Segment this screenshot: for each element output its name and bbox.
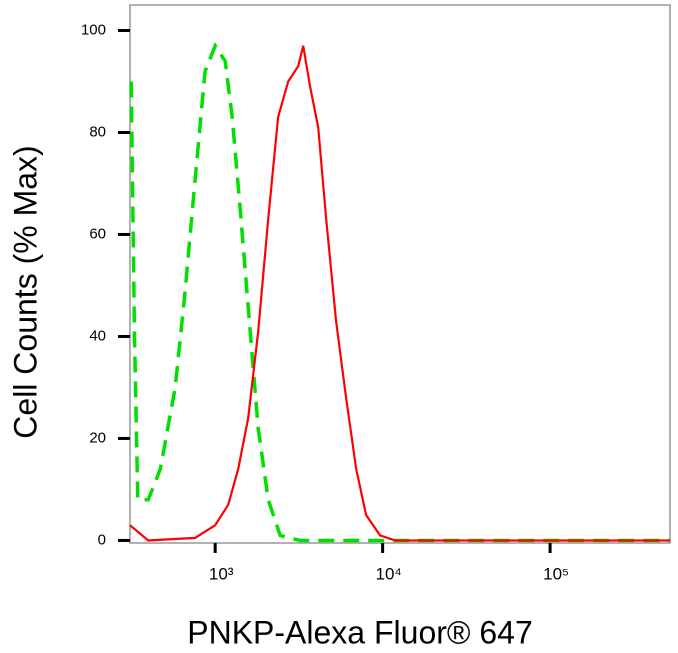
- x-axis-title: PNKP-Alexa Fluor® 647: [187, 614, 533, 650]
- x-tick-label: 10⁵: [543, 564, 569, 583]
- x-tick-label: 10⁴: [376, 564, 402, 583]
- y-tick-label: 0: [98, 531, 106, 548]
- y-tick-label: 100: [81, 21, 106, 38]
- plot-frame: [129, 4, 671, 544]
- y-tick-label: 60: [89, 225, 106, 242]
- y-tick-label: 40: [89, 327, 106, 344]
- x-tick-label: 10³: [209, 564, 234, 583]
- y-axis-title: Cell Counts (% Max): [7, 145, 43, 438]
- y-tick-label: 20: [89, 429, 106, 446]
- y-tick-label: 80: [89, 123, 106, 140]
- series-line: [129, 45, 670, 542]
- series-line: [129, 42, 670, 543]
